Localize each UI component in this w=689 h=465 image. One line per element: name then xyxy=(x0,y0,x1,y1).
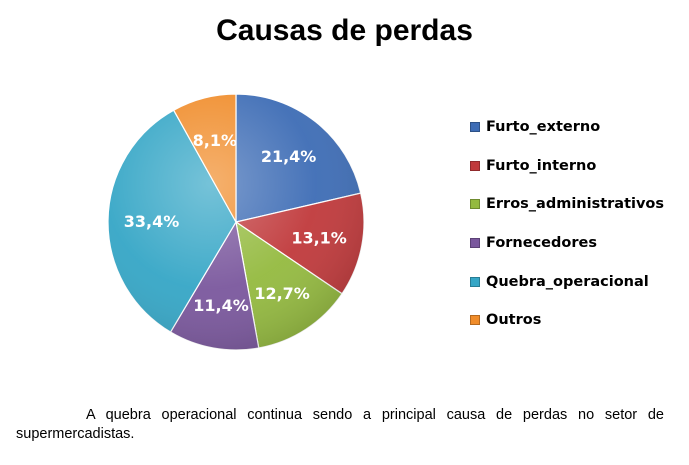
data-label-furto-interno: 13,1% xyxy=(291,228,347,247)
legend-swatch xyxy=(470,122,480,133)
legend-label: Quebra_operacional xyxy=(486,273,649,290)
legend-swatch xyxy=(470,238,480,249)
data-label-furto-externo: 21,4% xyxy=(261,147,317,166)
data-label-fornecedores: 11,4% xyxy=(193,296,249,315)
legend-label: Furto_externo xyxy=(486,119,601,136)
legend-label: Fornecedores xyxy=(486,235,597,252)
legend-label: Erros_administrativos xyxy=(486,196,665,213)
legend-swatch xyxy=(470,276,480,287)
legend-swatch xyxy=(470,160,480,171)
data-label-outros: 8,1% xyxy=(193,131,237,150)
legend-swatch xyxy=(470,315,480,326)
chart-legend: Furto_externo Furto_interno Erros_administ… xyxy=(470,108,664,340)
chart-caption: A quebra operacional continua sendo a pr… xyxy=(16,407,664,442)
legend-label: Outros xyxy=(486,312,542,329)
legend-label: Furto_interno xyxy=(486,157,597,174)
legend-item-erros-administrativos: Erros_administrativos xyxy=(470,185,664,224)
chart-title: Causas de perdas xyxy=(216,14,473,47)
legend-item-furto-interno: Furto_interno xyxy=(470,147,664,186)
legend-item-quebra-operacional: Quebra_operacional xyxy=(470,262,664,301)
legend-item-fornecedores: Fornecedores xyxy=(470,224,664,263)
data-label-erros-administrativos: 12,7% xyxy=(254,284,310,303)
legend-swatch xyxy=(470,199,480,210)
legend-item-outros: Outros xyxy=(470,301,664,340)
data-label-quebra-operacional: 33,4% xyxy=(124,212,180,231)
legend-item-furto-externo: Furto_externo xyxy=(470,108,664,147)
